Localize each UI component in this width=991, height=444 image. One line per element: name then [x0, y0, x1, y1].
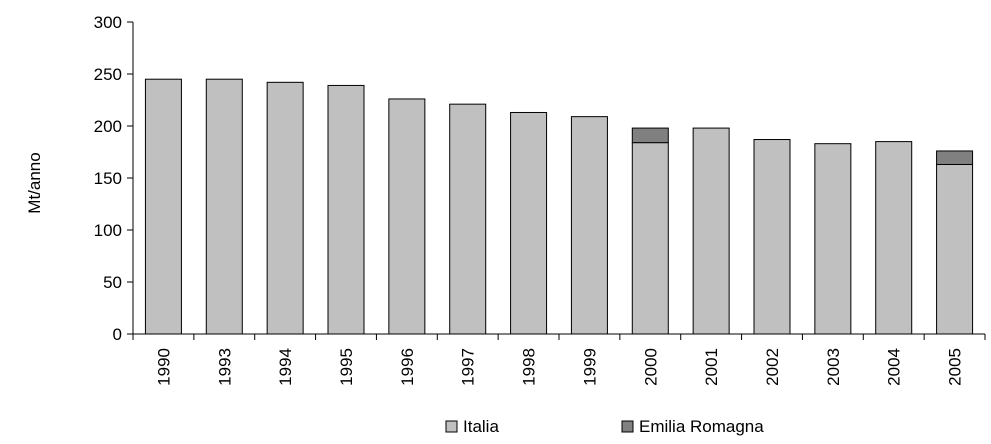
legend-label: Emilia Romagna — [639, 417, 764, 436]
y-tick-label: 300 — [94, 13, 122, 32]
y-tick-label: 150 — [94, 169, 122, 188]
x-tick-label: 1996 — [398, 348, 417, 386]
x-tick-label: 1997 — [459, 348, 478, 386]
x-tick-label: 1994 — [276, 348, 295, 386]
bar-italia — [814, 143, 852, 335]
bar-italia — [449, 103, 487, 335]
x-tick-label: 2004 — [885, 348, 904, 386]
x-tick-label: 2005 — [946, 348, 965, 386]
bar-italia — [570, 116, 608, 335]
legend: Italia Emilia Romagna — [445, 417, 764, 436]
y-axis-title-group: Mt/anno — [25, 152, 44, 213]
legend-swatch — [445, 420, 458, 433]
y-tick-label: 0 — [113, 325, 122, 344]
x-tick-label: 1998 — [520, 348, 539, 386]
bar-italia — [327, 84, 365, 335]
x-tick-label: 2001 — [702, 348, 721, 386]
bar-italia — [631, 142, 669, 335]
bar-italia — [388, 98, 426, 335]
y-tick-label: 250 — [94, 65, 122, 84]
plot-area: 0 50 100 150 200 250 300 1990 1993 1994 1995 1996 19… — [94, 13, 986, 386]
x-tick-label: 2003 — [824, 348, 843, 386]
x-tick-label: 2000 — [641, 348, 660, 386]
bar-italia — [875, 141, 913, 335]
bar-italia — [692, 127, 730, 335]
bar-italia — [266, 81, 304, 335]
legend-swatch — [621, 420, 634, 433]
y-tick-label: 100 — [94, 221, 122, 240]
x-tick-label: 1995 — [337, 348, 356, 386]
bar-emilia-romagna — [936, 150, 974, 165]
bar-emilia-romagna — [631, 127, 669, 144]
x-tick-label: 1999 — [580, 348, 599, 386]
y-tick-label: 200 — [94, 117, 122, 136]
y-tick-label: 50 — [103, 273, 122, 292]
x-tick-label: 2002 — [763, 348, 782, 386]
bar-italia — [753, 139, 791, 335]
x-tick-label: 1993 — [215, 348, 234, 386]
bar-italia — [936, 163, 974, 335]
bar-italia — [510, 111, 548, 335]
bar-italia — [144, 78, 182, 335]
bar-italia — [205, 78, 243, 335]
x-tick-label: 1990 — [154, 348, 173, 386]
legend-label: Italia — [463, 417, 499, 436]
y-axis-title: Mt/anno — [25, 152, 44, 213]
